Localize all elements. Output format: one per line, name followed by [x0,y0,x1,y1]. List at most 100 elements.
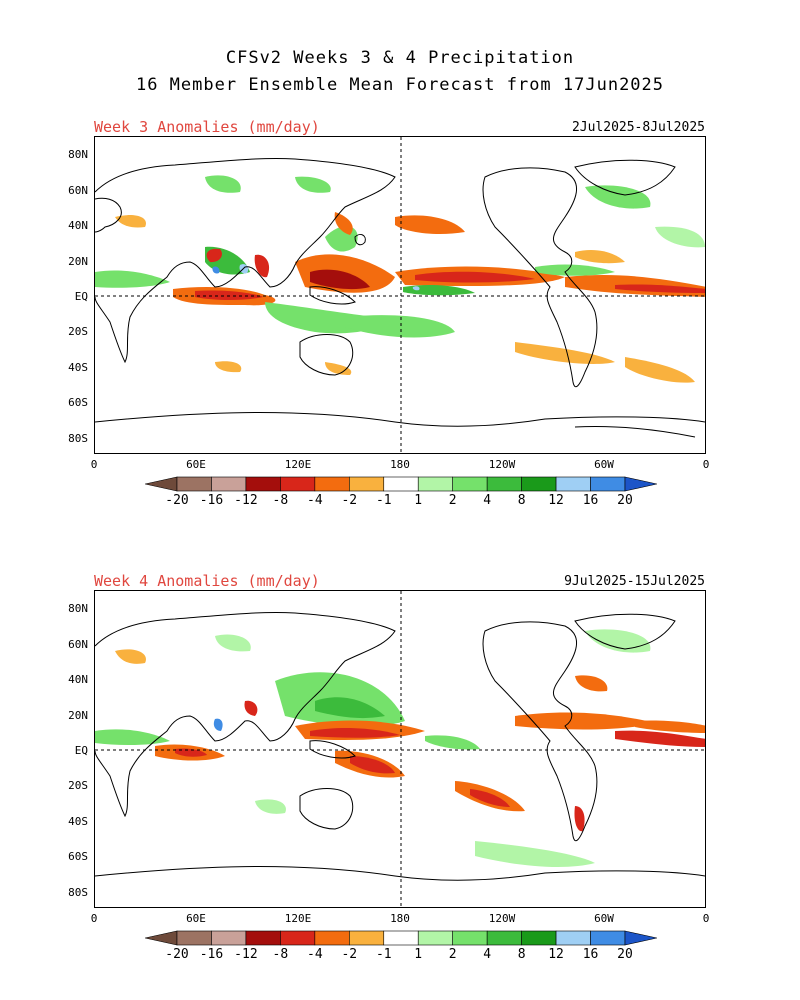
colorbar-label: -20 [165,493,189,508]
chart-title: CFSv2 Weeks 3 & 4 Precipitation [225,48,575,68]
colorbar-segment [555,476,591,492]
colorbar-segment [624,476,657,492]
colorbar-segment [486,476,522,492]
lat-tick: 80S [68,886,88,899]
week3-colorbar [145,476,657,492]
lon-tick: 180 [390,912,410,925]
colorbar-segment [280,930,316,946]
lon-tick: 60E [186,912,206,925]
colorbar-label: -12 [234,493,258,508]
colorbar-label: -1 [375,947,392,962]
colorbar-label: 20 [617,947,633,962]
lat-tick: 20N [68,709,88,722]
colorbar-label: -8 [272,493,289,508]
colorbar-label: -8 [272,947,289,962]
week4-dates: 9Jul2025-15Jul2025 [564,574,705,589]
week4-colorbar [145,930,657,946]
colorbar-segment [486,930,522,946]
colorbar-segment [314,930,350,946]
week4-map [94,590,706,908]
lat-tick: 60S [68,850,88,863]
lat-tick: 60N [68,184,88,197]
colorbar-segment [176,930,212,946]
lat-tick: EQ [74,290,88,303]
lat-tick: 80N [68,148,88,161]
colorbar-segment [521,930,557,946]
colorbar-label: -2 [341,493,358,508]
lat-tick: 80S [68,432,88,445]
week3-dates: 2Jul2025-8Jul2025 [571,120,705,135]
lon-tick: 60W [594,458,614,471]
colorbar-label: -1 [375,493,392,508]
colorbar-segment [245,930,281,946]
week4-colorbar-labels: -20 -16 -12 -8 -4 -2 -1 1 2 4 8 12 16 20 [145,947,657,963]
colorbar-segment [145,476,178,492]
colorbar-label: -20 [165,947,189,962]
anomaly-shading [95,175,705,383]
lat-tick: 20N [68,255,88,268]
colorbar-segment [211,930,247,946]
lat-tick: 40N [68,219,88,232]
colorbar-segment [349,476,385,492]
colorbar-segment [417,930,453,946]
chart-subtitle: 16 Member Ensemble Mean Forecast from 17… [135,75,665,95]
colorbar-segment [590,476,626,492]
colorbar-segment [417,476,453,492]
lon-tick: 0 [90,912,98,925]
lon-tick: 60W [594,912,614,925]
colorbar-label: -4 [307,493,323,508]
lon-tick: 120E [284,912,312,925]
lat-tick: 40S [68,361,88,374]
colorbar-segment [624,930,657,946]
colorbar-label: 16 [582,493,599,508]
lat-tick: 60N [68,638,88,651]
colorbar-label: 16 [582,947,599,962]
lon-tick: 0 [90,458,98,471]
colorbar-segment [245,476,281,492]
lon-tick: 60E [186,458,206,471]
colorbar-label: -16 [199,947,224,962]
colorbar-label: 4 [483,493,492,508]
week3-map [94,136,706,454]
colorbar-segment [452,476,488,492]
lon-tick: 0 [702,912,710,925]
colorbar-label: -4 [307,947,323,962]
lon-tick: 0 [702,458,710,471]
colorbar-segment [145,930,178,946]
lat-tick: EQ [74,744,88,757]
colorbar-segment [280,476,316,492]
anomaly-shading [95,629,705,867]
colorbar-label: 20 [617,493,633,508]
lat-tick: 20S [68,779,88,792]
colorbar-segment [555,930,591,946]
colorbar-segment [383,930,419,946]
coastlines [95,612,705,881]
colorbar-segment [349,930,385,946]
colorbar-segment [383,476,419,492]
colorbar-label: -16 [199,493,224,508]
lat-tick: 40S [68,815,88,828]
lat-tick: 80N [68,602,88,615]
colorbar-segment [590,930,626,946]
colorbar-segment [521,476,557,492]
lon-tick: 120E [284,458,312,471]
colorbar-label: 12 [548,947,564,962]
colorbar-label: 8 [517,493,526,508]
coastlines [95,158,705,438]
colorbar-label: 1 [414,493,423,508]
colorbar-label: 8 [517,947,526,962]
lat-tick: 20S [68,325,88,338]
lon-tick: 120W [488,912,516,925]
week3-colorbar-labels: -20 -16 -12 -8 -4 -2 -1 1 2 4 8 12 16 20 [145,493,657,509]
week4-title: Week 4 Anomalies (mm/day) [94,572,320,590]
colorbar-label: -12 [234,947,258,962]
colorbar-label: 2 [448,947,457,962]
lon-tick: 180 [390,458,410,471]
colorbar-label: 12 [548,493,564,508]
colorbar-segment [211,476,247,492]
colorbar-segment [314,476,350,492]
lon-tick: 120W [488,458,516,471]
colorbar-segment [452,930,488,946]
colorbar-label: 2 [448,493,457,508]
lat-tick: 40N [68,673,88,686]
